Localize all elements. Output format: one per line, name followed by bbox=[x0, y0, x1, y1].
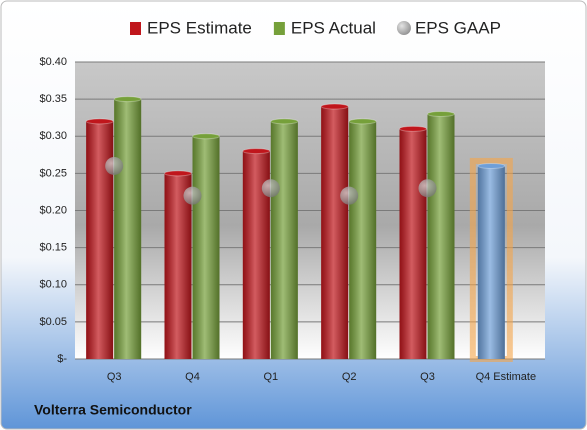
bar-top bbox=[477, 162, 506, 169]
x-tick-label: Q1 bbox=[263, 371, 278, 383]
x-tick-label: Q2 bbox=[342, 371, 357, 383]
bar-top bbox=[320, 103, 349, 110]
bar-shine bbox=[86, 121, 114, 360]
bar-shine bbox=[321, 106, 349, 359]
y-tick-label: $0.05 bbox=[39, 316, 67, 328]
bar-top bbox=[348, 118, 377, 125]
bar-top bbox=[192, 133, 220, 140]
legend-marker bbox=[396, 21, 411, 35]
bar-top bbox=[427, 110, 455, 117]
bar-shine bbox=[399, 128, 427, 359]
x-tick-label: Q4 Estimate bbox=[476, 371, 537, 383]
y-tick-label: $0.25 bbox=[39, 167, 67, 179]
legend-marker bbox=[273, 22, 285, 35]
gaap-marker bbox=[261, 179, 280, 198]
gaap-marker bbox=[340, 186, 359, 205]
x-tick-label: Q3 bbox=[420, 371, 435, 383]
bar-top bbox=[113, 96, 142, 103]
legend-marker bbox=[130, 22, 141, 35]
y-tick-label: $- bbox=[57, 353, 67, 365]
bar-top bbox=[399, 125, 427, 132]
legend-label: EPS Estimate bbox=[147, 18, 252, 37]
gaap-marker bbox=[105, 156, 124, 175]
bar-shine bbox=[192, 136, 220, 359]
bar-shine bbox=[114, 99, 142, 359]
y-tick-label: $0.40 bbox=[39, 56, 67, 68]
y-tick-label: $0.20 bbox=[39, 204, 67, 216]
bar-shine bbox=[349, 121, 377, 360]
bar-top bbox=[164, 170, 192, 177]
legend-label: EPS GAAP bbox=[415, 18, 501, 37]
footer: Volterra Semiconductor bbox=[34, 402, 192, 418]
bar-shine bbox=[270, 121, 298, 360]
bar-top bbox=[270, 118, 299, 125]
bar-top bbox=[85, 118, 114, 125]
gaap-marker bbox=[183, 186, 202, 205]
y-tick-label: $0.10 bbox=[39, 279, 67, 291]
bar-shine bbox=[427, 113, 455, 359]
bar-shine bbox=[477, 165, 505, 359]
x-tick-label: Q4 bbox=[185, 371, 200, 383]
gaap-marker bbox=[418, 179, 437, 198]
legend-label: EPS Actual bbox=[291, 18, 376, 37]
bar-top bbox=[242, 148, 271, 155]
x-tick-label: Q3 bbox=[107, 371, 122, 383]
y-tick-label: $0.35 bbox=[39, 93, 67, 105]
y-tick-label: $0.30 bbox=[39, 130, 67, 142]
y-tick-label: $0.15 bbox=[39, 242, 67, 254]
bar-shine bbox=[164, 173, 192, 359]
